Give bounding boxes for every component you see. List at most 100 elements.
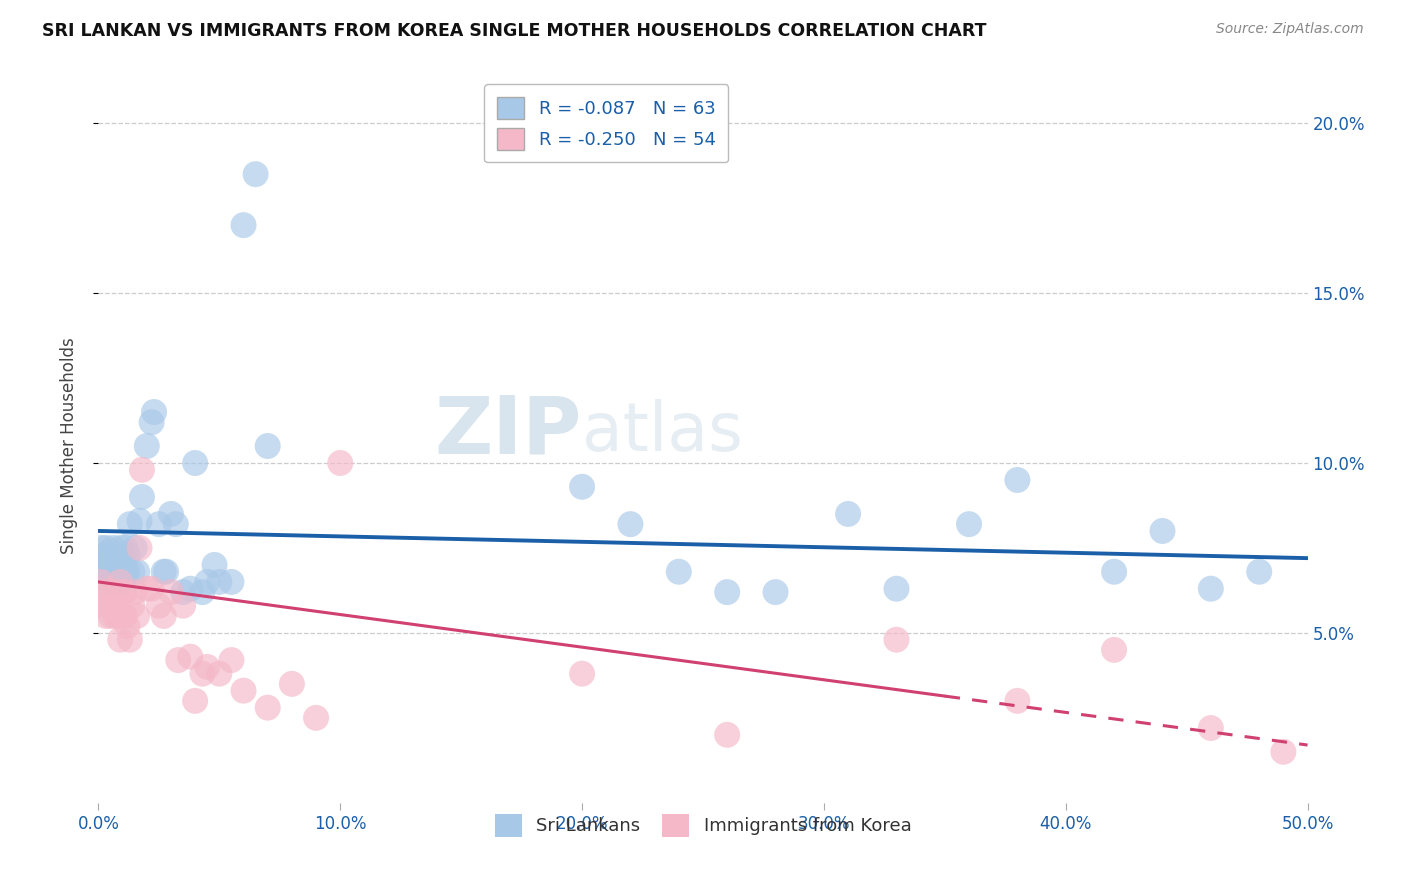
Point bbox=[111, 608, 134, 623]
Point bbox=[111, 574, 134, 589]
Point bbox=[152, 608, 174, 623]
Point bbox=[131, 463, 153, 477]
Point bbox=[97, 551, 120, 566]
Point bbox=[837, 507, 859, 521]
Point bbox=[91, 599, 114, 613]
Point bbox=[104, 548, 127, 562]
Point bbox=[94, 608, 117, 623]
Point bbox=[131, 490, 153, 504]
Point bbox=[128, 541, 150, 555]
Point bbox=[668, 565, 690, 579]
Point bbox=[107, 591, 129, 606]
Point bbox=[172, 585, 194, 599]
Point bbox=[305, 711, 328, 725]
Point bbox=[886, 632, 908, 647]
Point bbox=[172, 599, 194, 613]
Point bbox=[135, 582, 157, 596]
Legend: Sri Lankans, Immigrants from Korea: Sri Lankans, Immigrants from Korea bbox=[488, 807, 918, 844]
Point bbox=[104, 551, 127, 566]
Point bbox=[256, 700, 278, 714]
Point bbox=[208, 574, 231, 589]
Point bbox=[97, 599, 120, 613]
Point bbox=[329, 456, 352, 470]
Point bbox=[1152, 524, 1174, 538]
Point bbox=[716, 728, 738, 742]
Point bbox=[165, 517, 187, 532]
Point bbox=[886, 582, 908, 596]
Text: SRI LANKAN VS IMMIGRANTS FROM KOREA SINGLE MOTHER HOUSEHOLDS CORRELATION CHART: SRI LANKAN VS IMMIGRANTS FROM KOREA SING… bbox=[42, 22, 987, 40]
Point bbox=[155, 565, 177, 579]
Point bbox=[101, 585, 124, 599]
Point bbox=[118, 632, 141, 647]
Point bbox=[101, 565, 124, 579]
Point bbox=[141, 582, 163, 596]
Point bbox=[91, 565, 114, 579]
Point bbox=[111, 551, 134, 566]
Point bbox=[191, 585, 214, 599]
Point bbox=[716, 585, 738, 599]
Point bbox=[195, 660, 218, 674]
Point bbox=[148, 517, 170, 532]
Point bbox=[107, 565, 129, 579]
Point bbox=[117, 565, 139, 579]
Point bbox=[90, 574, 112, 589]
Point bbox=[1102, 565, 1125, 579]
Point bbox=[571, 666, 593, 681]
Point bbox=[1199, 721, 1222, 735]
Point bbox=[100, 591, 122, 606]
Point bbox=[90, 541, 112, 555]
Point bbox=[160, 507, 183, 521]
Point bbox=[232, 683, 254, 698]
Point bbox=[128, 514, 150, 528]
Point bbox=[141, 415, 163, 429]
Point bbox=[127, 608, 149, 623]
Point bbox=[121, 565, 143, 579]
Point bbox=[1007, 473, 1029, 487]
Point bbox=[117, 548, 139, 562]
Point bbox=[90, 591, 112, 606]
Point bbox=[97, 574, 120, 589]
Point bbox=[108, 541, 131, 555]
Point bbox=[101, 541, 124, 555]
Point bbox=[104, 608, 127, 623]
Point bbox=[208, 666, 231, 681]
Point bbox=[114, 608, 136, 623]
Point bbox=[184, 694, 207, 708]
Point bbox=[148, 599, 170, 613]
Point bbox=[94, 558, 117, 572]
Point bbox=[114, 541, 136, 555]
Point bbox=[1199, 582, 1222, 596]
Point bbox=[100, 608, 122, 623]
Point bbox=[765, 585, 787, 599]
Point bbox=[256, 439, 278, 453]
Point bbox=[108, 548, 131, 562]
Point bbox=[90, 551, 112, 566]
Point bbox=[179, 582, 201, 596]
Point bbox=[152, 565, 174, 579]
Point bbox=[135, 439, 157, 453]
Text: Source: ZipAtlas.com: Source: ZipAtlas.com bbox=[1216, 22, 1364, 37]
Point bbox=[221, 653, 243, 667]
Point bbox=[571, 480, 593, 494]
Point bbox=[121, 599, 143, 613]
Point bbox=[117, 619, 139, 633]
Point bbox=[107, 608, 129, 623]
Point bbox=[100, 548, 122, 562]
Point bbox=[94, 591, 117, 606]
Point bbox=[114, 565, 136, 579]
Point bbox=[143, 405, 166, 419]
Point bbox=[124, 541, 146, 555]
Point bbox=[118, 517, 141, 532]
Point bbox=[204, 558, 226, 572]
Point bbox=[114, 585, 136, 599]
Point bbox=[1102, 643, 1125, 657]
Point bbox=[245, 167, 267, 181]
Point bbox=[100, 558, 122, 572]
Y-axis label: Single Mother Households: Single Mother Households bbox=[59, 338, 77, 554]
Point bbox=[167, 653, 190, 667]
Point bbox=[124, 585, 146, 599]
Point bbox=[101, 599, 124, 613]
Point bbox=[91, 585, 114, 599]
Point bbox=[957, 517, 980, 532]
Point bbox=[191, 666, 214, 681]
